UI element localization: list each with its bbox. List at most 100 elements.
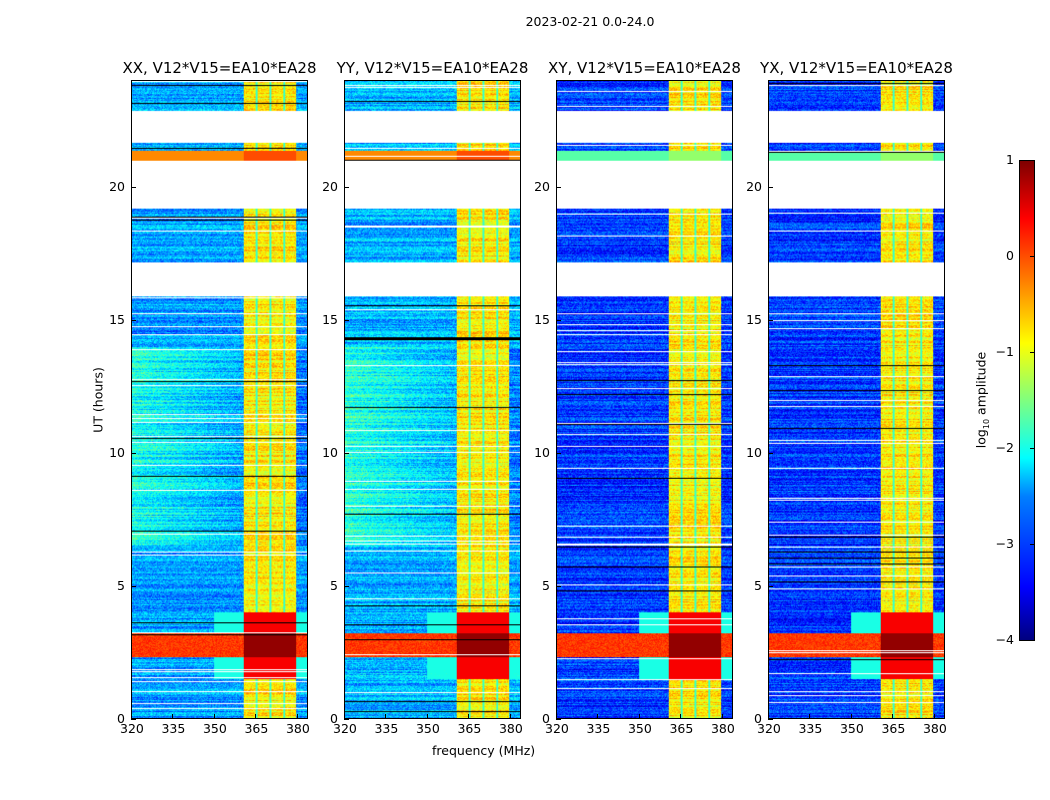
y-tick-label: 20 xyxy=(322,178,338,194)
x-tick-mark xyxy=(768,714,769,719)
colorbar-label: log10 amplitude xyxy=(973,351,991,449)
x-tick-label: 350 xyxy=(415,721,440,736)
panel-title: YX, V12*V15=EA10*EA28 xyxy=(760,59,953,77)
colorbar-tick-label: −2 xyxy=(995,440,1014,455)
y-tick-label: 0 xyxy=(117,711,125,726)
x-tick-label: 335 xyxy=(161,721,186,736)
y-tick-mark xyxy=(768,319,773,321)
x-tick-label: 350 xyxy=(839,721,864,736)
x-tick-label: 380 xyxy=(498,721,523,736)
heatmap-panel-3 xyxy=(768,80,945,719)
y-tick-label: 20 xyxy=(746,178,762,194)
y-tick-label: 15 xyxy=(746,311,762,327)
y-tick-mark xyxy=(131,585,136,587)
x-tick-mark xyxy=(933,714,935,719)
colorbar-tick-label: 0 xyxy=(1006,248,1014,263)
x-tick-mark xyxy=(721,714,723,719)
y-tick-label: 20 xyxy=(534,178,550,194)
heatmap-panel-2 xyxy=(556,80,733,719)
heatmap-canvas xyxy=(345,81,520,718)
y-tick-mark xyxy=(131,452,136,454)
x-tick-mark xyxy=(131,714,132,719)
x-axis-label: frequency (MHz) xyxy=(432,743,536,758)
y-axis-label: UT (hours) xyxy=(90,367,106,433)
x-tick-label: 380 xyxy=(710,721,735,736)
y-tick-mark xyxy=(768,186,773,188)
y-tick-label: 0 xyxy=(542,711,550,726)
colorbar-tick-label: −1 xyxy=(995,344,1014,359)
panel-title: XY, V12*V15=EA10*EA28 xyxy=(548,59,741,77)
y-tick-mark xyxy=(556,719,561,720)
heatmap-panel-0 xyxy=(131,80,308,719)
y-tick-label: 5 xyxy=(754,577,762,593)
heatmap-panel-1 xyxy=(344,80,521,719)
colorbar-tick-mark xyxy=(1030,448,1034,449)
x-tick-label: 320 xyxy=(757,721,781,736)
colorbar xyxy=(1019,160,1035,641)
colorbar-tick-mark xyxy=(1030,544,1034,545)
x-tick-mark xyxy=(296,714,298,719)
x-tick-label: 335 xyxy=(586,721,611,736)
x-tick-label: 365 xyxy=(881,721,906,736)
colorbar-tick-label: −3 xyxy=(995,536,1014,551)
heatmap-canvas xyxy=(769,81,944,718)
x-tick-mark xyxy=(426,714,428,719)
y-tick-mark xyxy=(768,719,773,720)
y-tick-mark xyxy=(556,452,561,454)
x-tick-label: 320 xyxy=(333,721,357,736)
x-tick-mark xyxy=(597,714,599,719)
x-tick-label: 365 xyxy=(457,721,482,736)
heatmap-canvas xyxy=(557,81,732,718)
colorbar-tick-mark xyxy=(1030,352,1034,353)
y-tick-label: 15 xyxy=(534,311,550,327)
colorbar-tick-label: 1 xyxy=(1006,152,1014,167)
y-tick-label: 0 xyxy=(330,711,338,726)
x-tick-mark xyxy=(255,714,257,719)
y-tick-mark xyxy=(131,319,136,321)
x-tick-label: 335 xyxy=(798,721,823,736)
y-tick-label: 5 xyxy=(330,577,338,593)
y-tick-label: 0 xyxy=(754,711,762,726)
x-tick-mark xyxy=(556,714,557,719)
y-tick-label: 5 xyxy=(542,577,550,593)
x-tick-label: 365 xyxy=(244,721,269,736)
x-tick-mark xyxy=(172,714,174,719)
y-tick-label: 10 xyxy=(109,444,125,460)
x-tick-label: 380 xyxy=(922,721,947,736)
y-tick-label: 10 xyxy=(534,444,550,460)
colorbar-tick-label: −4 xyxy=(995,632,1014,647)
y-tick-label: 15 xyxy=(109,311,125,327)
x-tick-mark xyxy=(344,714,345,719)
y-tick-mark xyxy=(344,719,349,720)
x-tick-mark xyxy=(468,714,470,719)
y-tick-mark xyxy=(556,319,561,321)
x-tick-mark xyxy=(213,714,215,719)
heatmap-canvas xyxy=(132,81,307,718)
y-tick-mark xyxy=(768,452,773,454)
y-tick-mark xyxy=(768,585,773,587)
y-tick-label: 10 xyxy=(746,444,762,460)
x-tick-mark xyxy=(892,714,894,719)
panel-title: XX, V12*V15=EA10*EA28 xyxy=(122,59,317,77)
x-tick-mark xyxy=(680,714,682,719)
x-tick-mark xyxy=(638,714,640,719)
colorbar-tick-mark xyxy=(1030,160,1034,161)
x-tick-label: 335 xyxy=(374,721,399,736)
x-tick-mark xyxy=(850,714,852,719)
y-tick-mark xyxy=(344,186,349,188)
x-tick-label: 365 xyxy=(669,721,694,736)
y-tick-mark xyxy=(556,186,561,188)
y-tick-label: 20 xyxy=(109,178,125,194)
y-tick-mark xyxy=(344,585,349,587)
y-tick-mark xyxy=(131,719,136,720)
panel-title: YY, V12*V15=EA10*EA28 xyxy=(336,59,529,77)
colorbar-tick-mark xyxy=(1030,640,1034,641)
y-tick-mark xyxy=(556,585,561,587)
x-tick-label: 350 xyxy=(627,721,652,736)
x-tick-mark xyxy=(809,714,811,719)
figure-suptitle: 2023-02-21 0.0-24.0 xyxy=(525,14,655,29)
x-tick-label: 320 xyxy=(545,721,569,736)
y-tick-mark xyxy=(344,319,349,321)
y-tick-label: 10 xyxy=(322,444,338,460)
